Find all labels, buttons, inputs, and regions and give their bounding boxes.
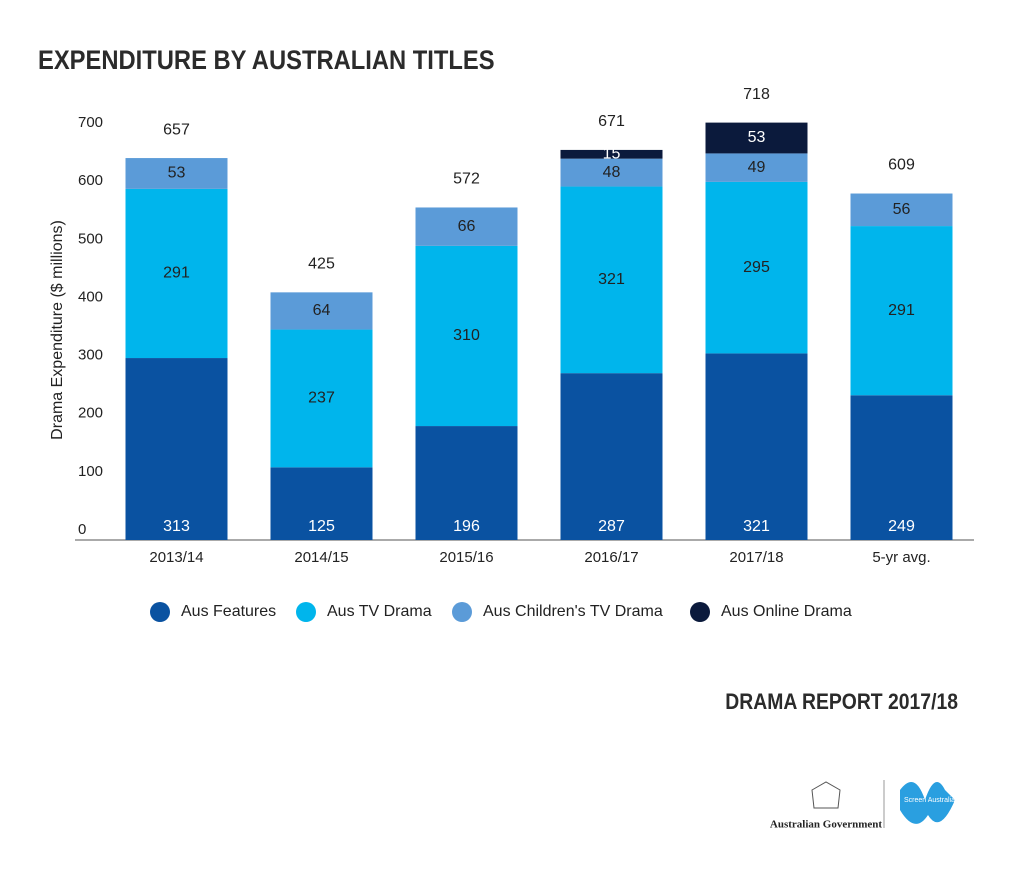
bar-segment: [560, 149, 663, 159]
legend-label: Aus TV Drama: [327, 603, 432, 620]
bar-segment: [125, 158, 228, 189]
data-label: 310: [453, 327, 480, 344]
data-label: 237: [308, 390, 335, 407]
x-tick-label: 2017/18: [729, 549, 783, 566]
total-label: 657: [163, 121, 190, 138]
data-label: 321: [598, 271, 625, 288]
bar-segment: [705, 122, 808, 154]
logo-shape: [900, 782, 955, 824]
y-tick-label: 300: [78, 347, 103, 364]
data-label: 125: [308, 518, 335, 535]
bar-segment: [850, 193, 953, 227]
y-tick-label: 0: [78, 521, 86, 538]
logo-text: Screen Australia: [904, 797, 955, 804]
x-tick-label: 2016/17: [584, 549, 638, 566]
bar-segment: [270, 292, 373, 330]
data-label: 313: [163, 518, 190, 535]
data-label: 49: [748, 159, 766, 176]
y-tick-label: 600: [78, 172, 103, 189]
x-tick-label: 2013/14: [149, 549, 203, 566]
bar-segment: [415, 245, 518, 427]
logo-crest: [811, 781, 841, 809]
data-label: 66: [458, 218, 476, 235]
x-tick-label: 2015/16: [439, 549, 493, 566]
chart-title: EXPENDITURE BY AUSTRALIAN TITLES: [38, 46, 495, 76]
data-label: 291: [888, 302, 915, 319]
bar-segment: [560, 186, 663, 374]
legend-label: Aus Online Drama: [721, 603, 852, 620]
bar-segment: [705, 181, 808, 354]
data-label: 48: [603, 164, 621, 181]
data-label: 56: [893, 201, 911, 218]
bar-segment: [125, 358, 228, 540]
legend-swatch: [690, 602, 710, 622]
bar-segment: [560, 158, 663, 187]
total-label: 671: [598, 113, 625, 130]
bar-segment: [705, 153, 808, 182]
data-label: 249: [888, 518, 915, 535]
bar-segment: [850, 395, 953, 540]
x-tick-label: 5-yr avg.: [872, 549, 930, 566]
logo-text: Australian Government: [770, 819, 882, 831]
data-label: 295: [743, 259, 770, 276]
legend-swatch: [296, 602, 316, 622]
bar-segment: [415, 207, 518, 246]
legend-swatch: [150, 602, 170, 622]
data-label: 53: [748, 129, 766, 146]
footer: DRAMA REPORT 2017/18: [725, 690, 958, 714]
bar-segment: [850, 226, 953, 396]
bar-segment: [415, 426, 518, 540]
y-tick-label: 700: [78, 114, 103, 131]
total-label: 572: [453, 171, 480, 188]
legend-label: Aus Children's TV Drama: [483, 603, 663, 620]
y-tick-label: 100: [78, 463, 103, 480]
bar-segment: [560, 373, 663, 540]
data-label: 53: [168, 165, 186, 182]
bar-segment: [705, 353, 808, 540]
data-label: 287: [598, 518, 625, 535]
data-label: 196: [453, 518, 480, 535]
bar-segment: [125, 188, 228, 359]
bar-segment: [270, 467, 373, 540]
legend-swatch: [452, 602, 472, 622]
data-label: 64: [313, 302, 331, 319]
total-label: 609: [888, 157, 915, 174]
data-label: 15: [603, 146, 621, 163]
bar-segment: [270, 329, 373, 468]
y-tick-label: 400: [78, 288, 103, 305]
legend-label: Aus Features: [181, 603, 276, 620]
y-tick-label: 500: [78, 230, 103, 247]
total-label: 718: [743, 86, 770, 103]
data-label: 291: [163, 265, 190, 282]
data-label: 321: [743, 518, 770, 535]
y-tick-label: 200: [78, 405, 103, 422]
x-tick-label: 2014/15: [294, 549, 348, 566]
y-axis-label: Drama Expenditure ($ millions): [49, 220, 66, 440]
total-label: 425: [308, 256, 335, 273]
